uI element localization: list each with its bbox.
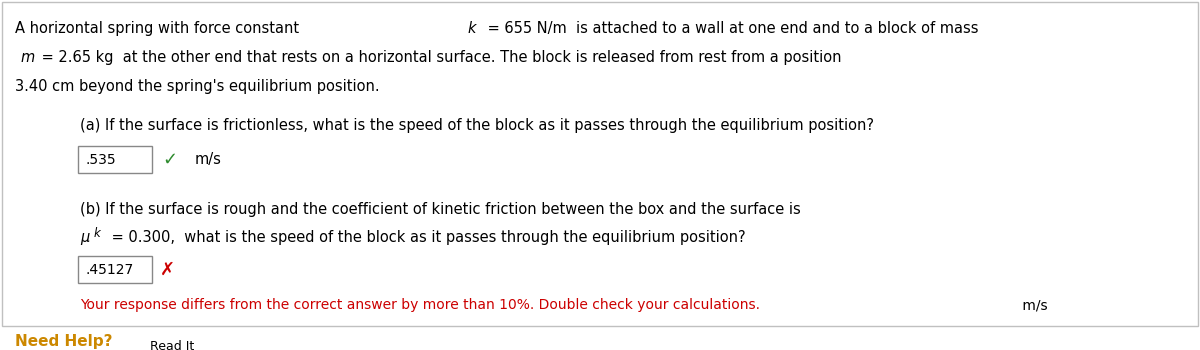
FancyBboxPatch shape bbox=[2, 2, 1198, 326]
Text: A horizontal spring with force constant: A horizontal spring with force constant bbox=[14, 21, 308, 36]
Text: k: k bbox=[467, 21, 475, 36]
Text: Your response differs from the correct answer by more than 10%. Double check you: Your response differs from the correct a… bbox=[80, 298, 760, 312]
Text: .45127: .45127 bbox=[85, 262, 133, 276]
Text: (a) If the surface is frictionless, what is the speed of the block as it passes : (a) If the surface is frictionless, what… bbox=[80, 118, 874, 133]
Text: = 655 N/m  is attached to a wall at one end and to a block of mass: = 655 N/m is attached to a wall at one e… bbox=[482, 21, 978, 36]
Text: Read It: Read It bbox=[150, 340, 194, 350]
Text: = 0.300,  what is the speed of the block as it passes through the equilibrium po: = 0.300, what is the speed of the block … bbox=[107, 230, 745, 245]
Text: .535: .535 bbox=[85, 153, 115, 167]
Text: (b) If the surface is rough and the coefficient of kinetic friction between the : (b) If the surface is rough and the coef… bbox=[80, 202, 800, 217]
Text: k: k bbox=[94, 227, 101, 240]
Text: ✗: ✗ bbox=[160, 260, 175, 279]
Text: m: m bbox=[20, 50, 35, 65]
FancyBboxPatch shape bbox=[133, 334, 212, 350]
Text: μ: μ bbox=[80, 230, 89, 245]
Text: = 2.65 kg  at the other end that rests on a horizontal surface. The block is rel: = 2.65 kg at the other end that rests on… bbox=[37, 50, 841, 65]
Text: m/s: m/s bbox=[1018, 298, 1048, 312]
FancyBboxPatch shape bbox=[78, 146, 152, 173]
Text: m/s: m/s bbox=[194, 152, 222, 167]
Text: Need Help?: Need Help? bbox=[14, 334, 113, 349]
Text: ✓: ✓ bbox=[162, 151, 178, 169]
Text: 3.40 cm beyond the spring's equilibrium position.: 3.40 cm beyond the spring's equilibrium … bbox=[14, 79, 379, 94]
FancyBboxPatch shape bbox=[78, 256, 152, 283]
